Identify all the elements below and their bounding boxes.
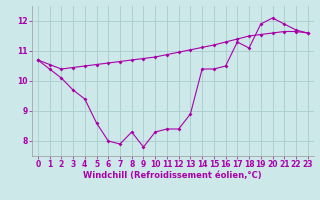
X-axis label: Windchill (Refroidissement éolien,°C): Windchill (Refroidissement éolien,°C) <box>84 171 262 180</box>
